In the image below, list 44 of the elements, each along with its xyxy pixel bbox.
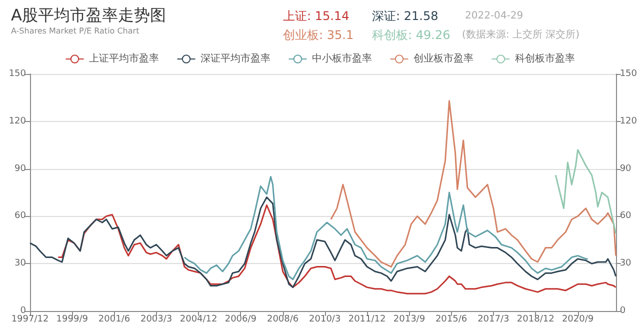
y2-tick-label: 90 — [620, 164, 632, 174]
y-tick-label: 0 — [20, 306, 26, 316]
legend-label: 上证平均市盈率 — [88, 52, 159, 64]
text: 深证: 21.58 — [372, 9, 438, 23]
line-series — [554, 149, 617, 234]
y-tick-label: 90 — [14, 164, 26, 174]
x-tick-label: 2008/6 — [266, 314, 299, 324]
x-tick-label: 2003/3 — [140, 314, 172, 324]
x-tick-label: 2001/6 — [98, 314, 130, 324]
y-tick-label: 120 — [8, 116, 26, 126]
text: 2022-04-29 — [465, 10, 524, 22]
legend-label: 科创板市盈率 — [514, 52, 575, 64]
y2-tick-label: 60 — [620, 211, 632, 222]
line-series — [29, 196, 617, 288]
x-tick-label: 1999/9 — [56, 314, 88, 324]
line-series — [330, 100, 617, 268]
line-series — [184, 176, 589, 280]
x-tick-label: 1997/12 — [11, 314, 49, 324]
text: 创业板: 35.1 — [283, 28, 354, 42]
legend-label: 创业板市盈率 — [413, 52, 474, 64]
x-tick-label: 2013/9 — [393, 314, 426, 324]
x-tick-label: 2018/12 — [516, 314, 554, 324]
y-tick-label: 150 — [8, 69, 26, 79]
x-tick-label: 2020/9 — [562, 314, 594, 324]
x-tick-label: 2004/12 — [180, 314, 218, 324]
legend-label: 深证平均市盈率 — [200, 52, 270, 64]
x-tick-label: 2006/9 — [224, 314, 257, 324]
line-series — [57, 204, 617, 294]
y2-tick-label: 30 — [620, 258, 632, 269]
legend-label: 中小板市盈率 — [312, 52, 372, 64]
chart-title: A股平均市盈率走势图 — [11, 6, 166, 24]
x-tick-label: 2017/3 — [478, 314, 510, 324]
y-tick-label: 30 — [14, 258, 26, 269]
x-tick-label: 2010/3 — [309, 314, 341, 324]
x-tick-label: 2011/12 — [348, 314, 386, 324]
text: 科创板: 49.26 — [372, 28, 450, 42]
chart-subtitle: A-Shares Market P/E Ratio Chart — [11, 26, 140, 36]
y-tick-label: 60 — [14, 211, 26, 222]
y2-tick-label: 150 — [620, 69, 638, 79]
x-tick-label: 2015/6 — [435, 314, 468, 324]
y2-tick-label: 120 — [620, 116, 638, 126]
text: (数据来源: 上交所 深交所) — [462, 28, 580, 40]
text: 上证: 15.14 — [283, 9, 350, 23]
y2-tick-label: 0 — [620, 306, 626, 316]
